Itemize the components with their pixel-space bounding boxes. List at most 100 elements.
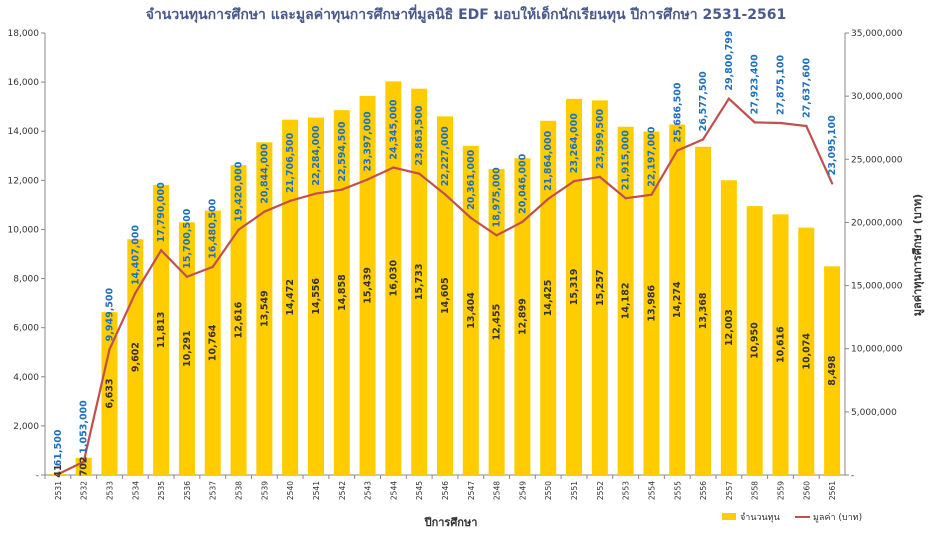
bar-2539: [256, 142, 273, 475]
bar-label-2544: 16,030: [388, 259, 399, 296]
bar-label-2558: 10,950: [750, 322, 761, 359]
bar-label-2559: 10,616: [775, 326, 786, 363]
bar-label-2542: 14,858: [337, 274, 348, 311]
line-label-2554: 22,197,000: [646, 126, 657, 186]
line-point-2550: [547, 197, 550, 201]
bar-2546: [437, 116, 453, 475]
line-data-labels: 61,500 1,053,000 9,949,500 14,407,000 17,790…: [53, 31, 838, 467]
line-label-2544: 24,345,000: [388, 99, 399, 159]
bar-2551: [566, 98, 583, 476]
bar-2550: [540, 120, 557, 476]
bar-2543: [359, 95, 376, 475]
legend-swatch-bar: [722, 513, 736, 520]
x-axis-title: ปีการศึกษา: [424, 516, 478, 529]
line-label-2538: 19,420,000: [234, 161, 245, 221]
y2-tick-label: -: [851, 471, 854, 481]
y2-tick-label: 30,000,000: [851, 92, 903, 102]
y-tick-label: 18,000: [8, 29, 40, 39]
line-label-2533: 9,949,500: [105, 287, 116, 341]
bar-label-2555: 14,274: [672, 281, 683, 318]
bar-label-2551: 15,319: [569, 269, 580, 306]
line-label-2540: 21,706,500: [285, 132, 296, 192]
line-label-2560: 27,637,600: [801, 57, 812, 117]
bar-label-2556: 13,368: [698, 292, 709, 329]
line-label-2552: 23,599,500: [595, 108, 606, 168]
line-point-2532: [82, 460, 85, 463]
x-tick-label: 2555: [673, 481, 682, 500]
line-point-2557: [727, 97, 731, 100]
bar-label-2548: 12,455: [492, 304, 503, 341]
line-label-2539: 20,844,000: [259, 143, 270, 203]
bar-label-2535: 11,813: [156, 312, 167, 349]
bar-2541: [307, 117, 324, 475]
line-point-2537: [211, 265, 214, 269]
x-tick-label: 2542: [338, 481, 347, 500]
x-tick-label: 2538: [235, 481, 244, 500]
x-tick-label: 2548: [493, 481, 502, 500]
y2-tick-label: 25,000,000: [851, 155, 903, 165]
line-label-2535: 17,790,000: [156, 182, 167, 242]
bar-2552: [591, 100, 608, 475]
bar-label-2543: 15,439: [363, 267, 374, 304]
bar-label-2557: 12,003: [724, 309, 735, 346]
bar-label-2554: 13,986: [646, 285, 657, 322]
x-tick-label: 2553: [622, 481, 631, 500]
line-point-2545: [417, 172, 421, 175]
bar-2532: [75, 457, 92, 475]
bar-2554: [643, 131, 660, 476]
line-point-2553: [624, 197, 627, 200]
bar-2560: [798, 227, 815, 475]
x-tick-label: 2556: [699, 481, 708, 500]
line-label-2559: 27,875,100: [775, 54, 786, 114]
line-point-2540: [288, 199, 292, 203]
x-tick-label: 2554: [647, 481, 656, 500]
bar-2534: [127, 239, 144, 475]
bar-label-2550: 14,425: [543, 280, 554, 317]
bar-label-2534: 9,602: [130, 342, 141, 372]
bar-label-2541: 14,556: [311, 278, 322, 315]
bar-label-2546: 14,605: [440, 277, 451, 314]
line-point-2542: [340, 188, 343, 191]
x-tick-label: 2534: [131, 481, 140, 500]
line-label-2536: 15,700,500: [182, 208, 193, 268]
bar-2537: [204, 210, 221, 475]
x-tick-label: 2549: [518, 481, 527, 500]
line-point-2558: [753, 121, 756, 124]
x-tick-label: 2535: [157, 481, 166, 500]
y-tick-label: -: [36, 471, 39, 481]
y-tick-label: 8,000: [13, 275, 39, 285]
legend: จำนวนทุน มูลค่า (บาท): [722, 512, 862, 523]
bar-label-2549: 12,899: [517, 298, 528, 335]
y2-tick-label: 35,000,000: [851, 29, 903, 39]
line-label-2546: 22,227,000: [440, 126, 451, 186]
line-label-2557: 29,800,799: [724, 31, 735, 91]
line-point-2536: [185, 275, 189, 278]
line-point-2546: [443, 193, 447, 196]
x-tick-label: 2551: [570, 481, 579, 500]
bar-2556: [695, 146, 712, 475]
bar-label-2560: 10,074: [801, 333, 812, 370]
y-tick-label: 6,000: [13, 324, 39, 334]
line-label-2553: 21,915,000: [621, 130, 632, 190]
line-point-2549: [521, 220, 524, 224]
line-point-2552: [598, 175, 602, 179]
line-point-2541: [314, 192, 318, 195]
x-tick-label: 2544: [389, 481, 398, 500]
bar-label-2547: 13,404: [466, 292, 477, 329]
line-point-2534: [134, 291, 137, 295]
bar-2538: [230, 165, 247, 476]
x-tick-label: 2559: [776, 481, 785, 500]
line-label-2549: 20,046,000: [517, 153, 528, 213]
y2-tick-label: 5,000,000: [851, 408, 897, 418]
line-label-2556: 26,577,500: [698, 71, 709, 131]
line-point-2531: [56, 473, 60, 476]
line-label-2542: 22,594,500: [337, 121, 348, 181]
y2-tick-label: 10,000,000: [851, 345, 903, 355]
bar-2557: [720, 180, 737, 475]
line-label-2541: 22,284,000: [311, 125, 322, 185]
bar-2533: [101, 312, 118, 475]
line-label-2561: 23,095,100: [827, 115, 838, 175]
x-tick-label: 2532: [80, 481, 89, 500]
bar-2540: [282, 119, 299, 475]
